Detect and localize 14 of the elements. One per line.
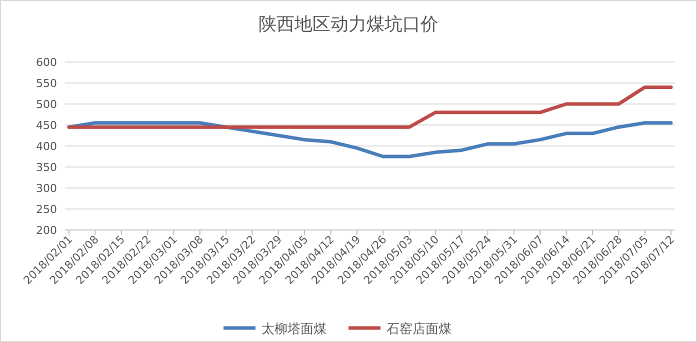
legend-label: 太柳塔面煤: [262, 322, 326, 337]
y-tick-label: 300: [36, 182, 57, 195]
chart-title: 陕西地区动力煤坑口价: [258, 14, 438, 35]
line-series: [67, 85, 673, 129]
y-tick-label: 500: [36, 98, 57, 111]
y-tick-label: 600: [36, 56, 57, 69]
legend-label: 石窑店面煤: [386, 321, 452, 337]
y-tick-label: 450: [36, 119, 57, 132]
y-tick-label: 550: [36, 77, 57, 90]
y-tick-label: 400: [36, 140, 57, 153]
y-tick-label: 250: [36, 203, 57, 216]
y-tick-label: 200: [36, 224, 57, 237]
y-tick-label: 350: [36, 161, 57, 174]
line-series: [67, 121, 673, 158]
